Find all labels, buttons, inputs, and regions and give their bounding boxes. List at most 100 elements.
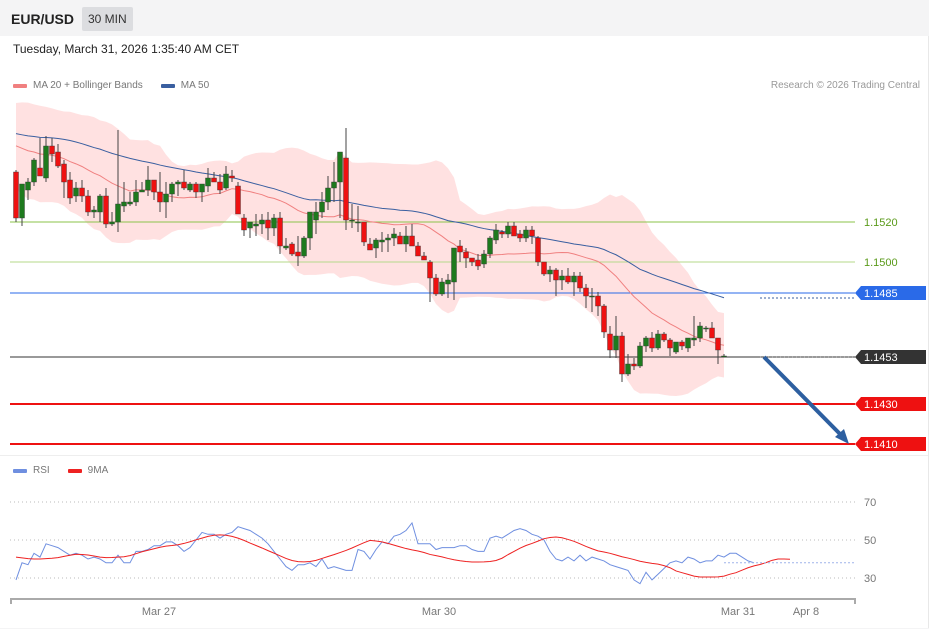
timeframe-badge[interactable]: 30 MIN bbox=[82, 7, 133, 31]
candle bbox=[229, 170, 235, 182]
arrow-head bbox=[835, 429, 849, 444]
candle bbox=[355, 206, 361, 232]
candle bbox=[97, 194, 103, 222]
candle-body bbox=[103, 195, 109, 225]
candle bbox=[571, 272, 577, 296]
candle-body bbox=[583, 287, 589, 297]
ma20-swatch bbox=[13, 83, 27, 88]
candle-body bbox=[475, 259, 481, 267]
ma50-swatch bbox=[160, 83, 175, 88]
candle-body bbox=[457, 245, 463, 253]
candle-body bbox=[307, 211, 313, 239]
candle bbox=[367, 238, 373, 251]
candle bbox=[37, 138, 43, 177]
candle-body bbox=[187, 183, 193, 191]
candle-body bbox=[691, 337, 697, 341]
candle bbox=[385, 234, 391, 252]
candle-body bbox=[91, 209, 97, 213]
candle bbox=[529, 226, 535, 244]
candle-body bbox=[85, 195, 91, 213]
candle-body bbox=[397, 235, 403, 245]
candle bbox=[547, 266, 553, 282]
candle bbox=[19, 183, 25, 226]
candle-body bbox=[115, 203, 121, 223]
candle bbox=[349, 204, 355, 228]
candle bbox=[541, 261, 547, 276]
x-axis: Mar 27 Mar 30 Mar 31 Apr 8 bbox=[10, 598, 856, 618]
candle-body bbox=[37, 167, 43, 177]
candle-body bbox=[349, 219, 355, 222]
candle-body bbox=[445, 279, 451, 285]
candle bbox=[481, 250, 487, 268]
candle bbox=[217, 174, 223, 194]
candle bbox=[235, 182, 241, 215]
candle-body bbox=[61, 163, 67, 183]
candle-body bbox=[499, 231, 505, 235]
candle-body bbox=[271, 217, 277, 229]
candle bbox=[619, 332, 625, 382]
candle bbox=[607, 326, 613, 358]
candle-body bbox=[175, 181, 181, 185]
candle-body bbox=[589, 295, 595, 298]
candle-body bbox=[13, 171, 19, 219]
candle-body bbox=[643, 337, 649, 347]
price-tags: 1.1520 1.1500 1.1485 1.1453 1.1430 1.1410 bbox=[855, 217, 926, 451]
price-tag-label: 1.1430 bbox=[864, 399, 898, 411]
candle-body bbox=[619, 335, 625, 375]
candle bbox=[283, 238, 289, 250]
candle bbox=[433, 274, 439, 296]
ma50-line bbox=[15, 133, 725, 299]
rsi-legend: RSI 9MA bbox=[13, 465, 108, 476]
price-tag-1.1485 bbox=[855, 286, 926, 300]
9ma-line bbox=[15, 534, 791, 578]
candle bbox=[487, 236, 493, 258]
candle bbox=[337, 151, 343, 218]
candle-body bbox=[511, 225, 517, 237]
candle bbox=[493, 224, 499, 244]
candle bbox=[379, 232, 385, 252]
candle-body bbox=[403, 235, 409, 245]
candle bbox=[241, 214, 247, 236]
candle bbox=[199, 183, 205, 202]
candle-body bbox=[415, 245, 421, 257]
candle-body bbox=[547, 269, 553, 275]
candle bbox=[61, 160, 67, 198]
candle bbox=[427, 260, 433, 302]
price-tag-label: 1.1453 bbox=[864, 352, 898, 364]
candle-body bbox=[127, 201, 133, 205]
candle-body bbox=[385, 237, 391, 241]
candle bbox=[679, 340, 685, 350]
candle-body bbox=[391, 233, 397, 239]
candle bbox=[667, 338, 673, 356]
candle bbox=[169, 182, 175, 202]
candle-body bbox=[181, 181, 187, 189]
candle bbox=[415, 242, 421, 257]
candle bbox=[625, 354, 631, 376]
candle bbox=[475, 254, 481, 270]
candle bbox=[265, 212, 271, 240]
candle-body bbox=[601, 305, 607, 333]
candle-body bbox=[205, 177, 211, 187]
candle bbox=[445, 274, 451, 298]
candle-body bbox=[193, 183, 199, 193]
candle bbox=[301, 236, 307, 258]
candle bbox=[307, 211, 313, 250]
candle bbox=[643, 336, 649, 352]
candle-body bbox=[367, 243, 373, 251]
candle bbox=[91, 206, 97, 218]
candle-body bbox=[625, 363, 631, 375]
candle bbox=[685, 337, 691, 352]
ma20-line bbox=[15, 145, 725, 346]
candle bbox=[397, 232, 403, 245]
candle bbox=[121, 182, 127, 212]
candle bbox=[463, 248, 469, 268]
price-tag-1.1430 bbox=[855, 397, 926, 411]
candle bbox=[43, 136, 49, 182]
candle bbox=[211, 172, 217, 183]
candle-body bbox=[109, 221, 115, 225]
candle-body bbox=[157, 191, 163, 203]
candle bbox=[505, 222, 511, 238]
candle-body bbox=[427, 261, 433, 279]
price-tag-1.1453 bbox=[855, 350, 926, 364]
